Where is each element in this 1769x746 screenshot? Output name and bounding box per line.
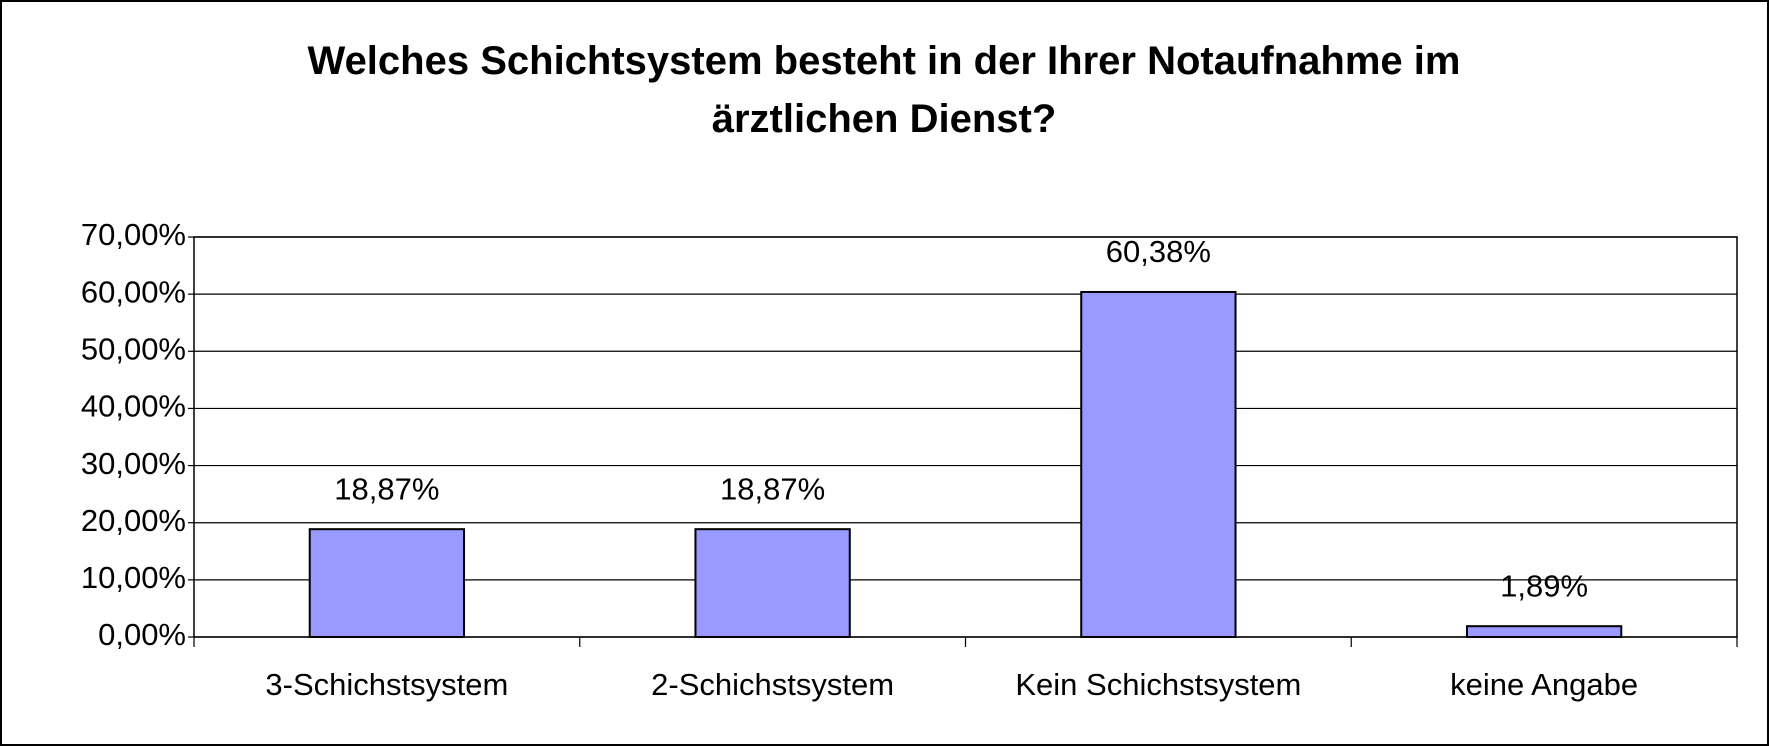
y-tick-label: 70,00% (81, 217, 186, 252)
x-tick-label: Kein Schichstsystem (1015, 667, 1301, 702)
bar (694, 528, 851, 639)
y-tick-label: 50,00% (81, 331, 186, 366)
y-tick-label: 10,00% (81, 560, 186, 595)
data-label: 18,87% (334, 471, 439, 506)
bar (1080, 290, 1237, 638)
y-tick-label: 30,00% (81, 446, 186, 481)
y-tick-label: 0,00% (98, 617, 186, 652)
data-label: 1,89% (1500, 568, 1588, 603)
data-label: 60,38% (1106, 234, 1211, 269)
bar (1465, 625, 1623, 639)
x-tick-label: 3-Schichstsystem (265, 667, 508, 702)
data-label: 18,87% (720, 471, 825, 506)
bar (308, 528, 466, 639)
chart-title: Welches Schichtsystem besteht in der Ihr… (307, 39, 1461, 141)
y-tick-label: 40,00% (81, 389, 186, 424)
y-tick-label: 60,00% (81, 274, 186, 309)
x-tick-label: keine Angabe (1450, 667, 1638, 702)
x-tick-label: 2-Schichstsystem (651, 667, 894, 702)
y-tick-label: 20,00% (81, 503, 186, 538)
